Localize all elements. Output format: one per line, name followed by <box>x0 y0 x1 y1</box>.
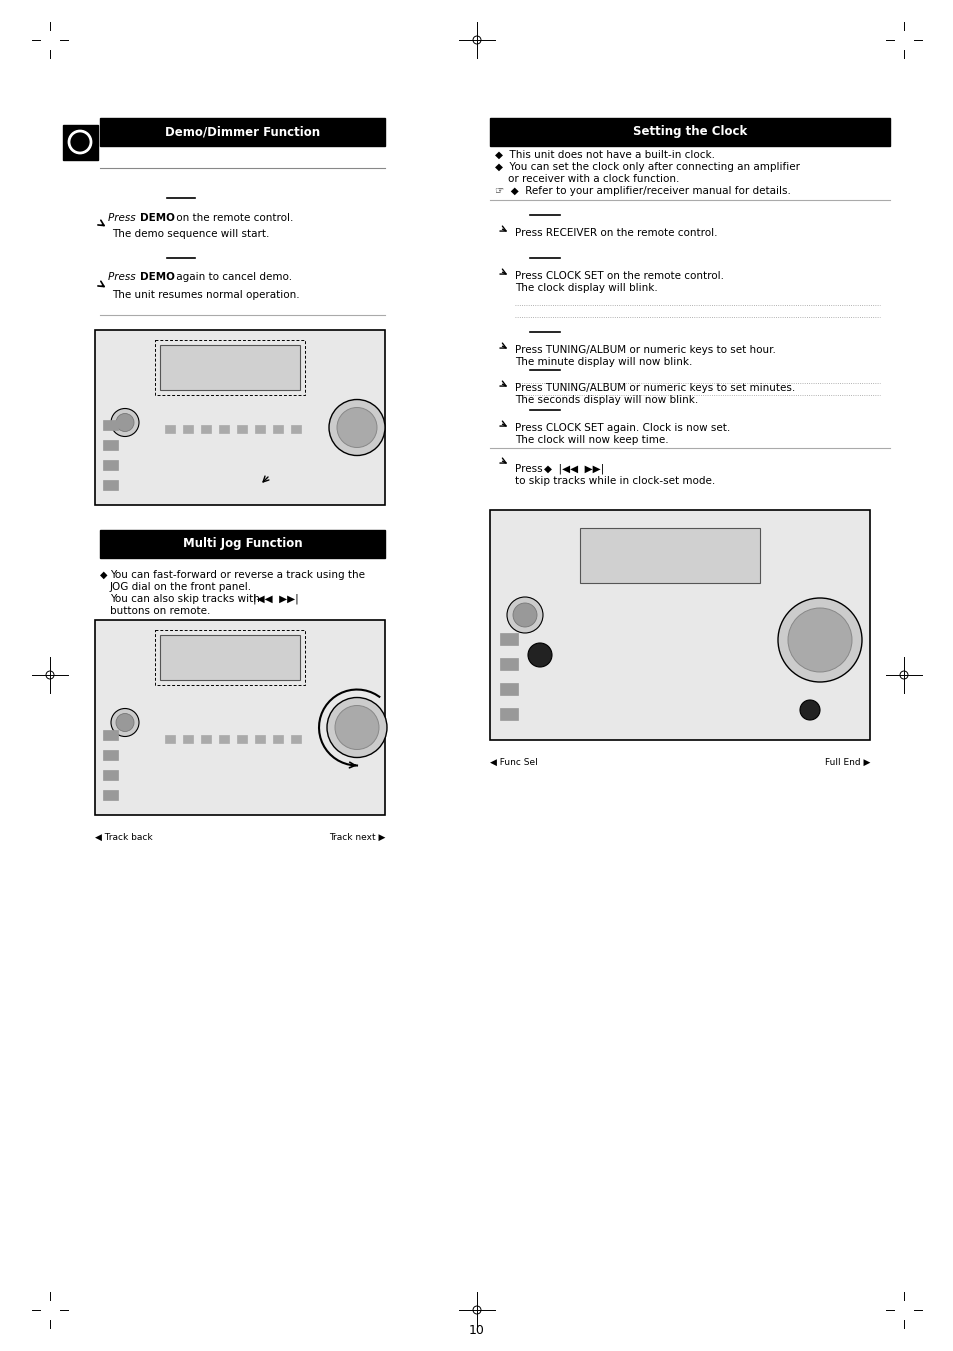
Text: Demo/Dimmer Function: Demo/Dimmer Function <box>165 126 319 139</box>
Circle shape <box>506 597 542 634</box>
Text: Press TUNING/ALBUM or numeric keys to set minutes.: Press TUNING/ALBUM or numeric keys to se… <box>515 382 795 393</box>
Text: You can also skip tracks with: You can also skip tracks with <box>110 594 259 604</box>
Text: Press: Press <box>515 463 542 474</box>
Text: ◀ Func Sel: ◀ Func Sel <box>490 758 537 767</box>
Bar <box>499 634 517 644</box>
Text: JOG dial on the front panel.: JOG dial on the front panel. <box>110 582 252 592</box>
Bar <box>291 426 301 434</box>
Bar <box>100 530 385 558</box>
Circle shape <box>513 603 537 627</box>
Text: on the remote control.: on the remote control. <box>172 213 294 223</box>
Bar <box>103 459 118 470</box>
Text: Multi Jog Function: Multi Jog Function <box>182 538 302 550</box>
Text: DEMO: DEMO <box>140 272 174 282</box>
Bar <box>160 635 299 680</box>
Bar <box>183 426 193 434</box>
Circle shape <box>336 408 376 447</box>
Text: buttons on remote.: buttons on remote. <box>110 607 211 616</box>
Bar <box>165 426 174 434</box>
Text: ◆: ◆ <box>100 570 108 580</box>
Circle shape <box>327 697 387 758</box>
Text: or receiver with a clock function.: or receiver with a clock function. <box>495 174 679 184</box>
Bar <box>103 750 118 761</box>
Bar <box>499 684 517 694</box>
Bar <box>499 708 517 720</box>
Text: ◀ Track back: ◀ Track back <box>95 834 152 842</box>
Bar <box>254 426 265 434</box>
Circle shape <box>800 700 820 720</box>
Text: The seconds display will now blink.: The seconds display will now blink. <box>515 394 698 405</box>
Circle shape <box>111 708 139 736</box>
Bar <box>103 440 118 450</box>
Text: Press TUNING/ALBUM or numeric keys to set hour.: Press TUNING/ALBUM or numeric keys to se… <box>515 345 775 355</box>
Text: 10: 10 <box>469 1324 484 1336</box>
Text: The minute display will now blink.: The minute display will now blink. <box>515 357 692 367</box>
Text: Press RECEIVER on the remote control.: Press RECEIVER on the remote control. <box>515 228 717 238</box>
Bar <box>103 770 118 780</box>
Bar <box>291 735 301 743</box>
Bar <box>201 426 211 434</box>
Bar <box>236 735 247 743</box>
Circle shape <box>116 713 133 731</box>
Circle shape <box>111 408 139 436</box>
Bar <box>103 730 118 740</box>
Circle shape <box>787 608 851 671</box>
Bar <box>103 420 118 430</box>
Text: The clock display will blink.: The clock display will blink. <box>515 282 657 293</box>
Bar <box>499 658 517 670</box>
Text: to skip tracks while in clock-set mode.: to skip tracks while in clock-set mode. <box>515 476 715 486</box>
Bar <box>219 426 229 434</box>
FancyBboxPatch shape <box>95 330 385 505</box>
Text: Press CLOCK SET again. Clock is now set.: Press CLOCK SET again. Clock is now set. <box>515 423 729 434</box>
Circle shape <box>335 705 378 750</box>
Text: The unit resumes normal operation.: The unit resumes normal operation. <box>112 290 299 300</box>
Text: Track next ▶: Track next ▶ <box>328 834 385 842</box>
Text: The clock will now keep time.: The clock will now keep time. <box>515 435 668 444</box>
Circle shape <box>778 598 862 682</box>
Text: Full End ▶: Full End ▶ <box>823 758 869 767</box>
Bar <box>183 735 193 743</box>
Bar <box>219 735 229 743</box>
Bar <box>273 735 283 743</box>
Circle shape <box>116 413 133 431</box>
FancyBboxPatch shape <box>490 509 869 740</box>
Bar <box>236 426 247 434</box>
Text: DEMO: DEMO <box>140 213 174 223</box>
Bar <box>579 528 760 584</box>
Bar <box>63 126 98 159</box>
Text: ◆  |◀◀  ▶▶|: ◆ |◀◀ ▶▶| <box>543 463 603 474</box>
Text: The demo sequence will start.: The demo sequence will start. <box>112 230 269 239</box>
Text: |◀◀  ▶▶|: |◀◀ ▶▶| <box>253 594 298 604</box>
Circle shape <box>527 643 552 667</box>
Bar <box>103 790 118 800</box>
Text: ☞  ◆  Refer to your amplifier/receiver manual for details.: ☞ ◆ Refer to your amplifier/receiver man… <box>495 186 790 196</box>
Bar <box>100 118 385 146</box>
Text: ◆  You can set the clock only after connecting an amplifier: ◆ You can set the clock only after conne… <box>495 162 800 172</box>
Bar <box>201 735 211 743</box>
Bar <box>103 480 118 490</box>
Circle shape <box>329 400 385 455</box>
Text: Press: Press <box>108 272 139 282</box>
Text: Press CLOCK SET on the remote control.: Press CLOCK SET on the remote control. <box>515 272 723 281</box>
Bar <box>490 118 889 146</box>
FancyBboxPatch shape <box>95 620 385 815</box>
Text: ◆  This unit does not have a built-in clock.: ◆ This unit does not have a built-in clo… <box>495 150 714 159</box>
Bar <box>160 345 299 390</box>
Bar <box>254 735 265 743</box>
Bar <box>273 426 283 434</box>
Text: Press: Press <box>108 213 139 223</box>
Text: You can fast-forward or reverse a track using the: You can fast-forward or reverse a track … <box>110 570 365 580</box>
Text: Setting the Clock: Setting the Clock <box>632 126 746 139</box>
Text: again to cancel demo.: again to cancel demo. <box>172 272 292 282</box>
Bar <box>165 735 174 743</box>
